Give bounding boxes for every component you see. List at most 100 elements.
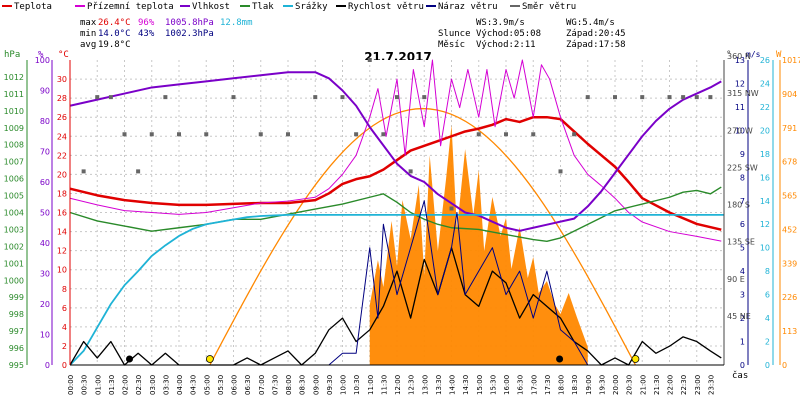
tick-pressure: 998: [9, 310, 24, 319]
tick-pressure: 1005: [4, 192, 24, 201]
x-tick-label: 10:30: [353, 375, 361, 395]
wind-direction-point: [313, 95, 318, 100]
wind-direction-point: [122, 132, 127, 137]
tick-temp: 16: [57, 209, 67, 218]
tick-direction: 90 E: [727, 275, 745, 284]
x-tick-label: 08:30: [299, 375, 307, 395]
tick-direction: 45 NE: [727, 312, 751, 321]
tick-pressure: 1006: [4, 175, 24, 184]
legend-item-gust: Náraz větru: [426, 2, 498, 12]
tick-rain: 6: [765, 291, 770, 300]
tick-temp: 10: [57, 266, 67, 275]
x-tick-label: 20:30: [626, 375, 634, 395]
tick-direction: 180 S: [727, 201, 750, 210]
sun-marker: [205, 355, 214, 363]
tick-rain: 10: [760, 244, 770, 253]
tick-wind: 6: [740, 220, 745, 229]
axes-layer: 9959969979989991000100110021003100410051…: [4, 52, 800, 370]
x-tick-label: 14:00: [449, 375, 457, 395]
x-tick-label: 09:00: [312, 375, 320, 395]
x-tick-label: 02:00: [122, 375, 130, 395]
tick-wind: 10: [735, 126, 745, 135]
x-tick-label: 23:30: [707, 375, 715, 395]
tick-pressure: 1000: [4, 276, 24, 285]
info-wg: WG:5.4m/s: [566, 18, 615, 28]
tick-pressure: 996: [9, 344, 24, 353]
tick-pressure: 1010: [4, 107, 24, 116]
tick-pressure: 1008: [4, 141, 24, 150]
tick-rain: 14: [760, 197, 770, 206]
tick-rain: 22: [760, 103, 770, 112]
x-tick-label: 22:00: [667, 375, 675, 395]
wind-direction-point: [258, 132, 263, 137]
tick-pressure: 1007: [4, 158, 24, 167]
wind-direction-point: [340, 95, 345, 100]
wind-direction-point: [449, 206, 454, 211]
x-tick-label: 03:30: [162, 375, 170, 395]
wind-direction-point: [531, 132, 536, 137]
tick-humidity: 90: [40, 87, 50, 96]
moon-marker: [125, 355, 133, 363]
x-tick-label: 04:00: [176, 375, 184, 395]
tick-wind: 11: [735, 103, 745, 112]
x-tick-label: 02:30: [135, 375, 143, 395]
x-tick-label: 13:00: [421, 375, 429, 395]
tick-pressure: 1009: [4, 124, 24, 133]
tick-temp: 20: [57, 170, 67, 179]
x-tick-label: 00:00: [67, 375, 75, 395]
x-tick-label: 04:30: [190, 375, 198, 395]
stat-max-temp: 26.4°C: [98, 18, 131, 28]
stat-max-rain: 12.8mm: [220, 18, 253, 28]
series-line-sr-ky: [69, 213, 724, 366]
legend: Teplota Přízemní teplota Vlhkost Tlak Sr…: [2, 2, 576, 12]
legend-item-wind: Rychlost větru: [336, 2, 424, 12]
x-tick-label: 21:00: [639, 375, 647, 395]
tick-temp: 24: [57, 132, 67, 141]
x-tick-label: 06:00: [231, 375, 239, 395]
x-tick-label: 19:30: [598, 375, 606, 395]
tick-rain: 8: [765, 267, 770, 276]
info-ws: WS:3.9m/s: [476, 18, 525, 28]
moon-rise: Východ:2:11: [476, 40, 536, 50]
wind-direction-point: [381, 132, 386, 137]
x-tick-label: 06:30: [244, 375, 252, 395]
x-tick-label: 03:00: [149, 375, 157, 395]
tick-wind: 7: [740, 197, 745, 206]
wind-direction-point: [231, 95, 236, 100]
tick-pressure: 999: [9, 293, 24, 302]
sun-rise: Východ:05:08: [476, 29, 541, 39]
wind-direction-point: [163, 95, 168, 100]
unit-wm2: W: [776, 50, 782, 60]
wind-direction-point: [395, 95, 399, 100]
x-tick-label: 17:30: [544, 375, 552, 395]
tick-temp: 22: [57, 151, 67, 160]
tick-temp: 18: [57, 189, 67, 198]
wind-direction-point: [204, 132, 209, 137]
tick-pressure: 1001: [4, 259, 24, 268]
tick-wind: 8: [740, 173, 745, 182]
x-tick-label: 15:30: [489, 375, 497, 395]
tick-solar: 0: [782, 361, 787, 370]
tick-solar: 226: [782, 293, 797, 302]
x-tick-label: 07:30: [271, 375, 279, 395]
tick-humidity: 40: [40, 239, 50, 248]
tick-solar: 1017: [782, 56, 800, 65]
tick-rain: 12: [760, 220, 770, 229]
wind-direction-point: [108, 95, 113, 100]
stat-min-hum: 43%: [138, 29, 155, 39]
x-tick-label: 01:00: [94, 375, 102, 395]
legend-label: Směr větru: [522, 2, 576, 12]
stat-max-press: 1005.8hPa: [165, 18, 214, 28]
tick-temp: 28: [57, 94, 67, 103]
x-tick-label: 21:30: [653, 375, 661, 395]
tick-temp: 0: [62, 361, 67, 370]
tick-pressure: 1002: [4, 242, 24, 251]
tick-wind: 9: [740, 150, 745, 159]
tick-wind: 2: [740, 314, 745, 323]
x-tick-label: 05:00: [203, 375, 211, 395]
tick-wind: 4: [740, 267, 745, 276]
tick-pressure: 1003: [4, 225, 24, 234]
wind-direction-point: [694, 95, 699, 100]
x-tick-label: 23:00: [694, 375, 702, 395]
legend-item-dir: Směr větru: [510, 2, 576, 12]
